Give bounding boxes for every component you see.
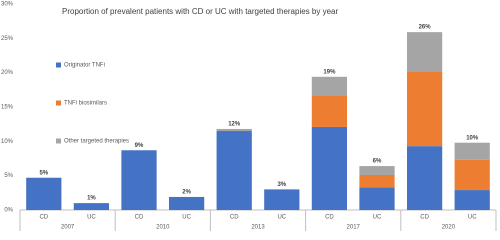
bar-segment [121,150,157,210]
bar-segment [454,142,490,160]
bar-segment [311,126,348,210]
legend-swatch [56,62,61,68]
x-tick-label: CD [325,215,334,221]
bar-segment [406,32,443,72]
x-tick-label: CD [135,215,144,221]
bar-segment [406,146,443,210]
x-tick-label: CD [230,215,239,221]
bar-segment [406,71,443,147]
bar-segment [359,187,395,210]
chart-title: Proportion of prevalent patients with CD… [62,7,338,16]
bar-segment [216,131,252,210]
bar-segment [311,96,348,127]
bar-segment [454,159,490,191]
total-label: 5% [39,170,48,176]
total-label: 12% [228,122,241,128]
bar-segment [26,177,62,210]
x-tick-label: UC [468,215,477,221]
bar-segment [264,189,300,210]
bar-segment [216,128,252,132]
legend-label: Originator TNFi [64,63,105,69]
bar-segment [168,196,205,210]
page: Proportion of prevalent patients with CD… [0,1,497,231]
group-label: 2013 [251,225,265,231]
legend-label: Other targeted therapies [64,139,129,145]
total-label: 10% [466,135,479,141]
total-label: 1% [87,196,96,202]
total-label: 26% [419,25,432,31]
group-label: 2007 [61,225,75,231]
legend-swatch [56,100,61,106]
y-tick-label: 10% [1,139,14,145]
x-tick-label: CD [420,215,429,221]
total-label: 19% [323,69,336,75]
legend-label: TNFi biosimilars [64,101,107,107]
y-tick-label: 25% [1,36,14,42]
bar-segment [359,174,395,188]
bar-segment [359,166,395,175]
x-tick-label: UC [277,215,286,221]
y-tick-label: 0% [4,208,13,214]
x-tick-label: UC [373,215,382,221]
bar-segment [73,203,110,210]
x-tick-label: UC [87,215,96,221]
total-label: 6% [373,159,382,165]
chart: Proportion of prevalent patients with CD… [1,2,497,231]
x-tick-label: CD [39,215,48,221]
group-label: 2020 [442,225,456,231]
total-label: 9% [135,143,144,149]
legend-swatch [56,138,61,144]
group-label: 2017 [347,225,361,231]
y-tick-label: 30% [1,2,14,8]
bar-segment [311,76,348,97]
y-tick-label: 15% [1,105,14,111]
total-label: 3% [277,182,286,188]
y-tick-label: 5% [4,173,13,179]
total-label: 2% [182,190,191,196]
x-tick-label: UC [182,215,191,221]
group-label: 2010 [156,225,170,231]
y-tick-label: 20% [1,70,14,76]
bar-segment [454,190,490,210]
